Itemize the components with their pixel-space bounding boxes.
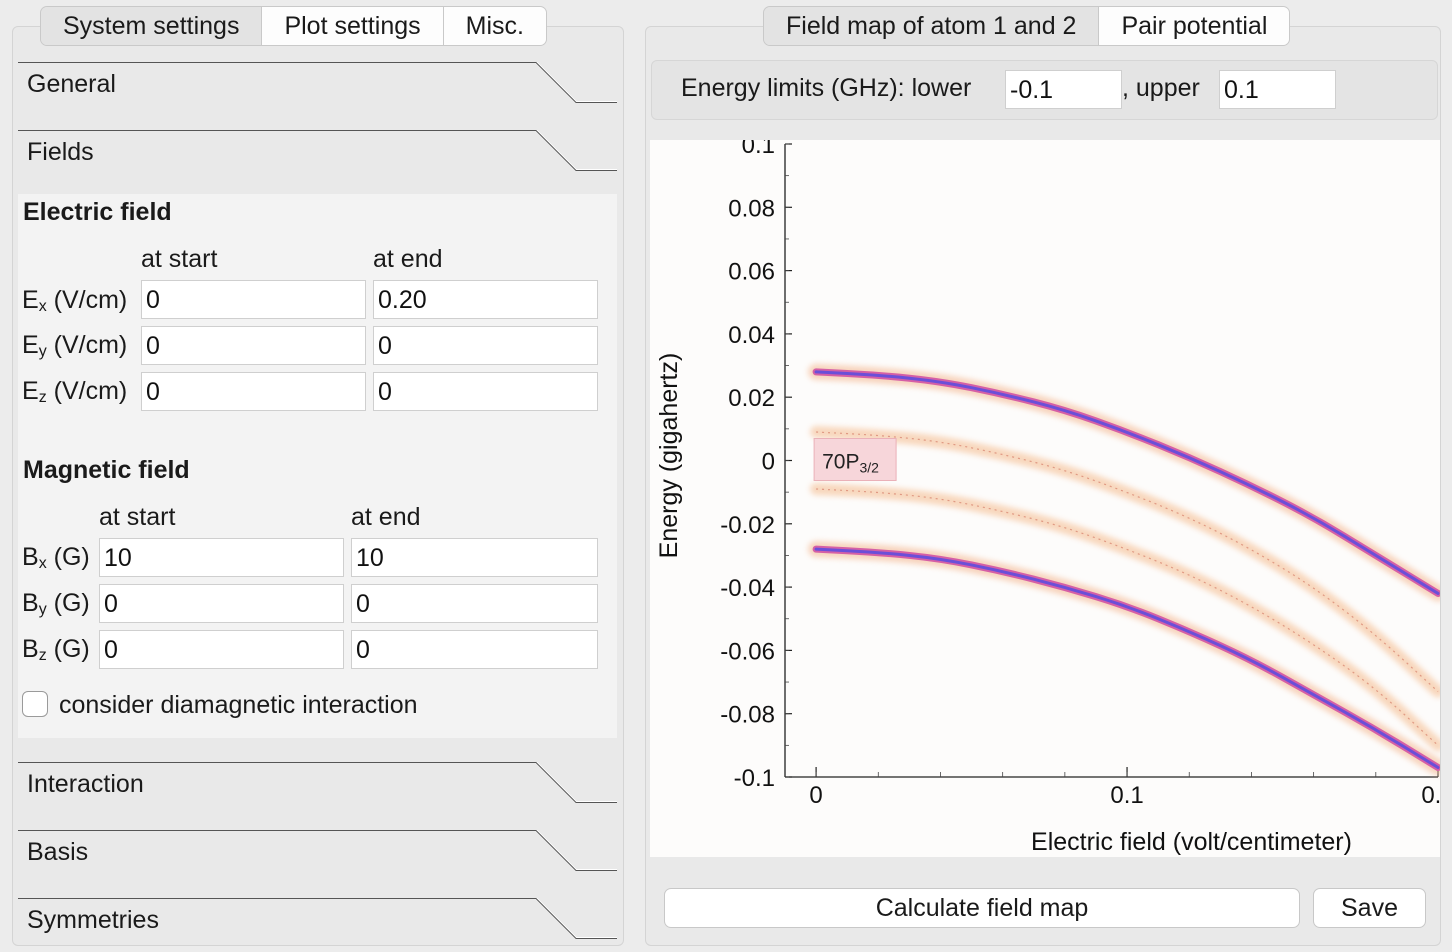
settings-tab-bar: System settings Plot settings Misc. — [40, 6, 547, 46]
tab-plot-settings[interactable]: Plot settings — [261, 7, 443, 45]
energy-lower-field[interactable]: -0.1 — [1005, 70, 1122, 109]
bz-start-field[interactable]: 0 — [99, 630, 344, 669]
by-end-field[interactable]: 0 — [351, 584, 598, 623]
y-tick-label: -0.02 — [720, 512, 775, 539]
y-tick-label: 0.08 — [728, 195, 775, 222]
magnetic-col-end: at end — [351, 503, 421, 531]
ey-label: Ey (V/cm) — [22, 331, 128, 360]
tab-misc[interactable]: Misc. — [442, 7, 546, 45]
bx-label: Bx (G) — [22, 543, 90, 572]
section-tab-shape — [18, 830, 617, 871]
bz-end-field[interactable]: 0 — [351, 630, 598, 669]
y-axis-label: Energy (gigahertz) — [655, 353, 683, 559]
series-line-3 — [814, 547, 1440, 770]
section-interaction-label: Interaction — [27, 770, 144, 798]
calculate-field-map-button[interactable]: Calculate field map — [664, 888, 1300, 928]
x-axis-label: Electric field (volt/centimeter) — [1031, 828, 1352, 856]
series-band-3 — [812, 545, 1442, 772]
x-tick-label: 0.2 — [1421, 782, 1440, 809]
ez-end-field[interactable]: 0 — [373, 372, 598, 411]
section-interaction[interactable]: Interaction — [18, 762, 617, 826]
bz-label: Bz (G) — [22, 635, 90, 664]
y-tick-label: 0.06 — [728, 259, 775, 286]
energy-limits-label: Energy limits (GHz): lower — [681, 74, 972, 102]
electric-field-title: Electric field — [23, 198, 172, 226]
tab-pair-potential[interactable]: Pair potential — [1098, 7, 1290, 45]
section-fields-label: Fields — [27, 138, 94, 166]
by-start-field[interactable]: 0 — [99, 584, 344, 623]
series-glow-3 — [808, 541, 1446, 776]
y-tick-label: -0.04 — [720, 575, 775, 602]
section-tab-shape — [18, 62, 617, 103]
section-general-label: General — [27, 70, 116, 98]
section-tab-shape — [18, 130, 617, 171]
by-label: By (G) — [22, 589, 90, 618]
save-button[interactable]: Save — [1313, 888, 1426, 928]
diamagnetic-checkbox[interactable] — [22, 691, 48, 717]
ey-start-field[interactable]: 0 — [141, 326, 366, 365]
series-line-2 — [816, 488, 1439, 746]
tab-field-map[interactable]: Field map of atom 1 and 2 — [764, 7, 1099, 45]
magnetic-col-start: at start — [99, 503, 176, 531]
y-tick-label: -0.08 — [720, 702, 775, 729]
ez-label: Ez (V/cm) — [22, 377, 128, 406]
plot-area[interactable]: 0.1 0.08 0.06 0.04 0.02 0 -0.02 -0.04 -0.06 -0.08… — [650, 132, 1452, 857]
y-tick-label: -0.06 — [720, 638, 775, 665]
field-map-chart: 0.1 0.08 0.06 0.04 0.02 0 -0.02 -0.04 -0.06 -0.08… — [655, 132, 1452, 856]
section-tab-shape — [18, 898, 617, 939]
magnetic-field-title: Magnetic field — [23, 456, 190, 484]
energy-upper-field[interactable]: 0.1 — [1219, 70, 1336, 109]
ey-end-field[interactable]: 0 — [373, 326, 598, 365]
plot-tab-bar: Field map of atom 1 and 2 Pair potential — [763, 6, 1291, 46]
bx-start-field[interactable]: 10 — [99, 538, 344, 577]
state-label-box — [813, 438, 897, 481]
section-fields[interactable]: Fields — [18, 130, 617, 194]
y-tick-label: 0.1 — [742, 140, 775, 159]
electric-col-end: at end — [373, 245, 443, 273]
ex-label: Ex (V/cm) — [22, 286, 128, 315]
ex-start-field[interactable]: 0 — [141, 280, 366, 319]
section-general[interactable]: General — [18, 62, 617, 126]
series-line-1 — [816, 431, 1439, 692]
x-tick-label: 0 — [809, 782, 822, 809]
y-tick-label: 0.04 — [728, 322, 775, 349]
state-label: 70P3/2 — [822, 451, 879, 476]
section-basis-label: Basis — [27, 838, 89, 866]
ez-start-field[interactable]: 0 — [141, 372, 366, 411]
tab-system-settings[interactable]: System settings — [41, 7, 262, 45]
ex-end-field[interactable]: 0.20 — [373, 280, 598, 319]
electric-col-start: at start — [141, 245, 218, 273]
energy-upper-label: , upper — [1122, 74, 1200, 102]
section-symmetries-label: Symmetries — [27, 906, 159, 934]
y-tick-label: 0 — [762, 449, 775, 476]
diamagnetic-label: consider diamagnetic interaction — [59, 691, 418, 719]
y-tick-label: -0.1 — [734, 765, 775, 792]
section-tab-shape — [18, 762, 617, 803]
section-symmetries[interactable]: Symmetries — [18, 898, 617, 944]
section-basis[interactable]: Basis — [18, 830, 617, 894]
x-tick-label: 0.1 — [1110, 782, 1143, 809]
y-tick-label: 0.02 — [728, 385, 775, 412]
series-line-0 — [814, 370, 1440, 595]
bx-end-field[interactable]: 10 — [351, 538, 598, 577]
